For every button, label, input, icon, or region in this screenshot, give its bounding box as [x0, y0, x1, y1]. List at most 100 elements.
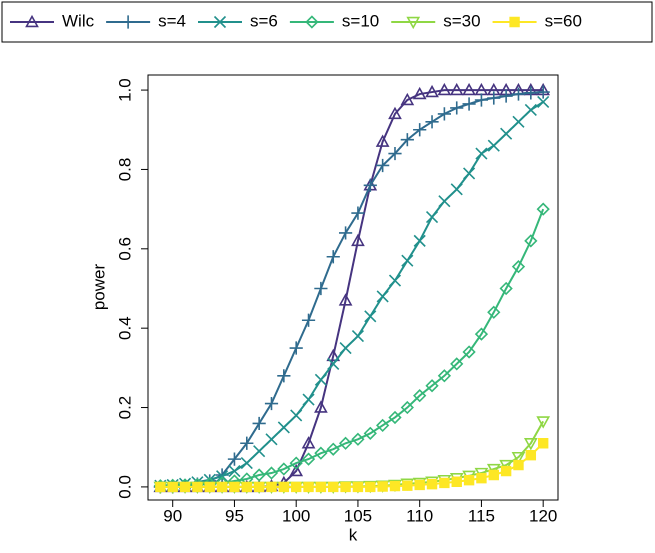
marker — [326, 442, 340, 456]
y-tick-label: 0.2 — [115, 396, 134, 420]
marker — [487, 91, 501, 105]
marker — [500, 465, 512, 477]
plot-frame — [147, 74, 559, 501]
marker — [414, 479, 425, 491]
legend-label: s=30 — [443, 11, 480, 30]
marker — [252, 468, 266, 482]
marker — [314, 281, 328, 296]
marker — [525, 449, 537, 461]
marker — [328, 481, 339, 493]
legend-marker — [121, 15, 135, 29]
marker — [388, 410, 402, 425]
legend-marker — [25, 14, 39, 28]
marker — [278, 481, 290, 493]
y-tick-label: 0.0 — [115, 475, 134, 499]
y-axis-label: power — [89, 264, 108, 311]
x-tick-label: 120 — [529, 506, 557, 525]
marker — [351, 233, 365, 247]
marker — [315, 481, 327, 493]
legend-marker — [509, 16, 520, 28]
marker — [488, 469, 499, 481]
x-tick-label: 105 — [344, 506, 372, 525]
marker — [449, 82, 464, 96]
marker — [338, 436, 353, 450]
y-tick-label: 0.6 — [115, 237, 134, 261]
marker — [241, 481, 252, 493]
marker — [463, 474, 475, 486]
y-tick-label: 1.0 — [115, 78, 134, 102]
marker — [462, 97, 476, 111]
marker — [476, 472, 487, 484]
marker — [474, 327, 489, 341]
marker — [512, 115, 525, 128]
marker — [365, 481, 376, 493]
legend-box — [1, 1, 653, 43]
marker — [511, 87, 526, 101]
marker — [462, 82, 476, 96]
marker — [290, 481, 302, 493]
marker — [438, 195, 451, 208]
series-line — [160, 101, 544, 487]
marker — [253, 481, 265, 493]
marker — [524, 103, 537, 116]
marker — [425, 210, 439, 224]
legend-label: s=4 — [158, 11, 186, 30]
legend-label: s=10 — [342, 11, 379, 30]
x-tick-label: 90 — [163, 506, 182, 525]
marker — [363, 426, 377, 440]
marker — [302, 393, 315, 406]
marker — [264, 396, 279, 411]
marker — [537, 438, 549, 449]
marker — [351, 206, 365, 220]
marker — [338, 226, 353, 240]
marker — [536, 202, 550, 216]
marker — [426, 478, 438, 490]
marker — [363, 178, 377, 192]
series-line — [160, 208, 545, 487]
x-tick-label: 115 — [468, 506, 495, 525]
marker — [277, 421, 290, 434]
marker — [402, 480, 413, 491]
marker — [352, 481, 364, 493]
marker — [289, 456, 303, 470]
marker — [401, 254, 414, 267]
x-tick-label: 110 — [406, 506, 433, 525]
marker — [388, 146, 402, 161]
marker — [326, 250, 340, 264]
marker — [252, 416, 266, 431]
marker — [351, 432, 365, 446]
marker — [327, 357, 340, 370]
marker — [290, 409, 303, 422]
marker — [388, 106, 402, 120]
x-axis-label: k — [349, 525, 358, 544]
marker — [437, 107, 451, 121]
marker — [303, 481, 314, 493]
x-tick-label: 100 — [282, 506, 310, 525]
marker — [513, 459, 524, 471]
marker — [377, 481, 388, 492]
marker — [499, 89, 513, 103]
marker — [364, 310, 377, 323]
marker — [314, 400, 328, 413]
marker — [289, 341, 303, 355]
marker — [537, 95, 550, 109]
marker — [425, 84, 439, 98]
marker — [192, 481, 203, 493]
marker — [240, 436, 254, 450]
marker — [228, 464, 241, 478]
marker — [400, 133, 414, 147]
marker — [450, 357, 464, 371]
marker — [376, 418, 390, 433]
marker — [413, 234, 426, 247]
marker — [425, 115, 439, 129]
marker — [389, 480, 401, 492]
marker — [499, 281, 513, 296]
marker — [277, 462, 291, 476]
marker — [511, 451, 526, 465]
marker — [301, 452, 316, 466]
marker — [216, 481, 228, 493]
marker — [326, 348, 341, 362]
marker — [240, 457, 253, 470]
marker — [229, 481, 240, 493]
